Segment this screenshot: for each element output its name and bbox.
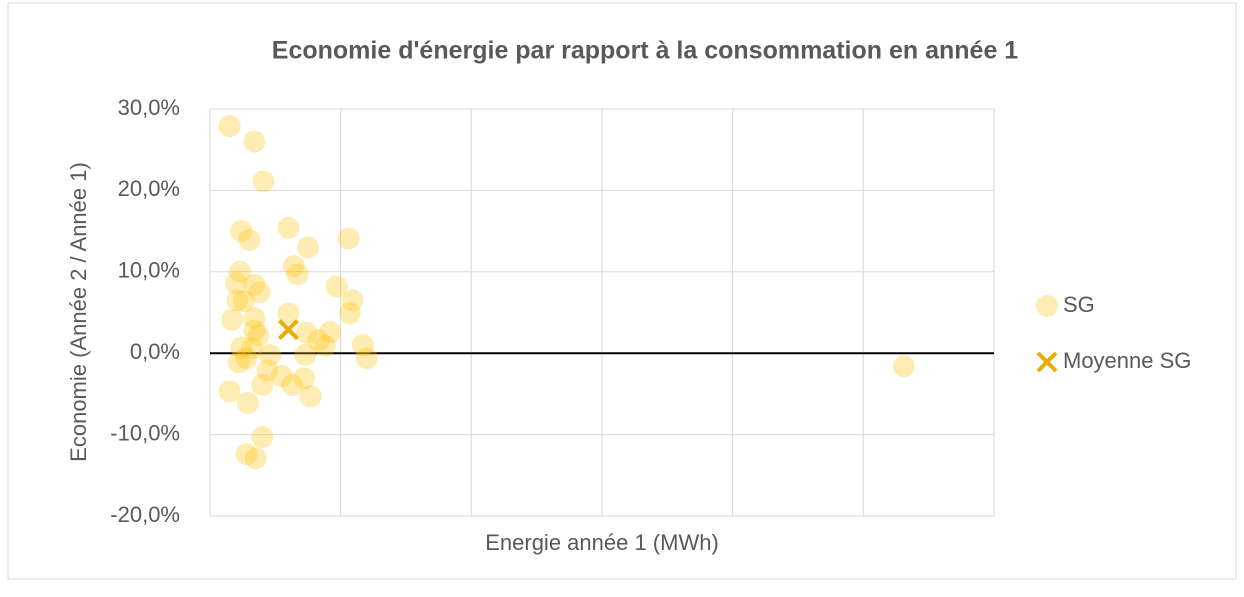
point [286, 263, 309, 286]
point [252, 170, 275, 193]
point [240, 337, 263, 360]
point [277, 216, 300, 239]
point [248, 281, 271, 304]
point [295, 321, 318, 344]
point [243, 130, 266, 153]
y-tick-label: -10,0% [110, 420, 180, 445]
point [230, 336, 253, 359]
point [218, 115, 241, 138]
point [355, 347, 378, 370]
point [251, 426, 274, 449]
point [229, 260, 252, 283]
point [256, 359, 279, 382]
point [337, 227, 360, 250]
y-axis-title: Economie (Année 2 / Année 1) [66, 162, 91, 462]
point [270, 364, 293, 387]
point [225, 272, 248, 295]
point [338, 302, 361, 325]
point [293, 367, 316, 390]
point [351, 334, 374, 357]
point [299, 385, 322, 408]
point [259, 343, 282, 366]
point [294, 343, 317, 366]
point [227, 351, 250, 374]
y-tick-label: 10,0% [118, 258, 180, 283]
point [313, 334, 336, 357]
point [277, 302, 300, 325]
point [277, 319, 299, 341]
point [325, 275, 348, 298]
point [281, 373, 304, 396]
point [236, 391, 259, 414]
legend-marker [1036, 351, 1058, 373]
point [243, 319, 266, 342]
point [226, 289, 249, 312]
point [341, 289, 364, 312]
point [244, 447, 267, 470]
legend-marker [1036, 295, 1058, 317]
x-axis-title: Energie année 1 (MWh) [485, 530, 719, 555]
point [218, 380, 241, 403]
point [235, 443, 258, 466]
point [247, 324, 270, 347]
chart-title: Economie d'énergie par rapport à la cons… [272, 37, 1019, 65]
point [221, 308, 244, 331]
point [319, 321, 342, 344]
legend-label: SG [1063, 292, 1095, 317]
legend-label: Moyenne SG [1063, 348, 1191, 373]
point [243, 307, 266, 330]
point [232, 290, 255, 313]
point [307, 329, 330, 352]
point [297, 236, 319, 259]
point [230, 220, 253, 243]
point [238, 229, 261, 252]
y-tick-label: 0,0% [130, 339, 180, 364]
y-tick-label: -20,0% [110, 502, 180, 527]
point [282, 255, 305, 278]
chart-frame [7, 2, 1237, 580]
y-tick-label: 30,0% [118, 95, 180, 120]
point [892, 355, 915, 378]
point [251, 373, 274, 396]
point [243, 273, 266, 296]
y-tick-label: 20,0% [118, 176, 180, 201]
point [235, 347, 258, 370]
